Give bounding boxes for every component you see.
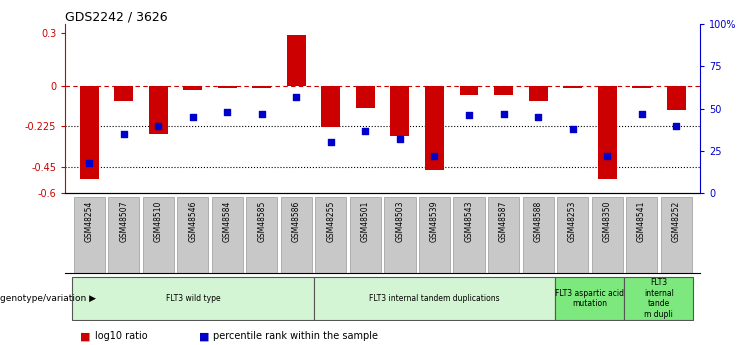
Bar [425, 87, 444, 170]
Text: GSM48588: GSM48588 [534, 200, 542, 242]
Text: genotype/variation ▶: genotype/variation ▶ [0, 294, 96, 303]
FancyBboxPatch shape [591, 197, 622, 273]
Bar [391, 87, 410, 136]
Bar [459, 87, 479, 95]
FancyBboxPatch shape [281, 197, 312, 273]
FancyBboxPatch shape [488, 197, 519, 273]
FancyBboxPatch shape [626, 197, 657, 273]
FancyBboxPatch shape [212, 197, 243, 273]
Text: GSM48586: GSM48586 [292, 200, 301, 242]
Text: ■: ■ [80, 332, 90, 341]
Text: FLT3
internal
tande
m dupli: FLT3 internal tande m dupli [644, 278, 674, 318]
Bar [528, 87, 548, 101]
Point [636, 111, 648, 117]
Point [118, 131, 130, 137]
Text: GSM48587: GSM48587 [499, 200, 508, 242]
FancyBboxPatch shape [108, 197, 139, 273]
Bar [597, 87, 617, 179]
Text: GSM48585: GSM48585 [257, 200, 267, 242]
FancyBboxPatch shape [177, 197, 208, 273]
FancyBboxPatch shape [555, 277, 625, 320]
Point [153, 123, 165, 128]
Text: GSM48255: GSM48255 [327, 200, 336, 242]
Point [325, 140, 337, 145]
FancyBboxPatch shape [625, 277, 694, 320]
Text: GSM48252: GSM48252 [671, 200, 680, 242]
FancyBboxPatch shape [247, 197, 277, 273]
Point [187, 115, 199, 120]
Bar [80, 87, 99, 179]
Point [394, 136, 406, 142]
Bar [563, 87, 582, 88]
FancyBboxPatch shape [74, 197, 105, 273]
Bar [218, 87, 237, 88]
Bar [322, 87, 340, 127]
Text: log10 ratio: log10 ratio [95, 332, 147, 341]
Text: GSM48350: GSM48350 [602, 200, 611, 242]
FancyBboxPatch shape [72, 277, 313, 320]
Bar [632, 87, 651, 88]
FancyBboxPatch shape [557, 197, 588, 273]
Point [428, 153, 440, 159]
FancyBboxPatch shape [316, 197, 347, 273]
FancyBboxPatch shape [385, 197, 416, 273]
Point [84, 160, 96, 166]
Bar [114, 87, 133, 101]
Text: percentile rank within the sample: percentile rank within the sample [213, 332, 379, 341]
Text: GSM48584: GSM48584 [223, 200, 232, 242]
Text: GDS2242 / 3626: GDS2242 / 3626 [65, 10, 167, 23]
Point [532, 115, 544, 120]
FancyBboxPatch shape [143, 197, 174, 273]
Point [498, 111, 510, 117]
Text: FLT3 wild type: FLT3 wild type [165, 294, 220, 303]
Text: FLT3 aspartic acid
mutation: FLT3 aspartic acid mutation [555, 289, 625, 308]
Text: GSM48503: GSM48503 [396, 200, 405, 242]
Text: ■: ■ [199, 332, 209, 341]
FancyBboxPatch shape [313, 277, 555, 320]
Text: GSM48254: GSM48254 [85, 200, 94, 242]
Point [290, 94, 302, 100]
Bar [149, 87, 168, 135]
Point [601, 153, 613, 159]
FancyBboxPatch shape [419, 197, 450, 273]
Point [670, 123, 682, 128]
Bar [287, 35, 306, 87]
Text: GSM48253: GSM48253 [568, 200, 577, 242]
Text: GSM48539: GSM48539 [430, 200, 439, 242]
Point [567, 126, 579, 132]
Point [359, 128, 371, 134]
FancyBboxPatch shape [522, 197, 554, 273]
Point [222, 109, 233, 115]
Point [256, 111, 268, 117]
Bar [184, 87, 202, 90]
Bar [253, 87, 271, 88]
FancyBboxPatch shape [453, 197, 485, 273]
Text: GSM48541: GSM48541 [637, 200, 646, 242]
Text: FLT3 internal tandem duplications: FLT3 internal tandem duplications [369, 294, 500, 303]
Bar [494, 87, 513, 95]
Text: GSM48510: GSM48510 [154, 200, 163, 242]
Text: GSM48546: GSM48546 [188, 200, 197, 242]
Bar [667, 87, 685, 110]
Bar [356, 87, 375, 108]
Point [463, 113, 475, 118]
Text: GSM48507: GSM48507 [119, 200, 128, 242]
Text: GSM48543: GSM48543 [465, 200, 473, 242]
Text: GSM48501: GSM48501 [361, 200, 370, 242]
FancyBboxPatch shape [350, 197, 381, 273]
FancyBboxPatch shape [660, 197, 691, 273]
